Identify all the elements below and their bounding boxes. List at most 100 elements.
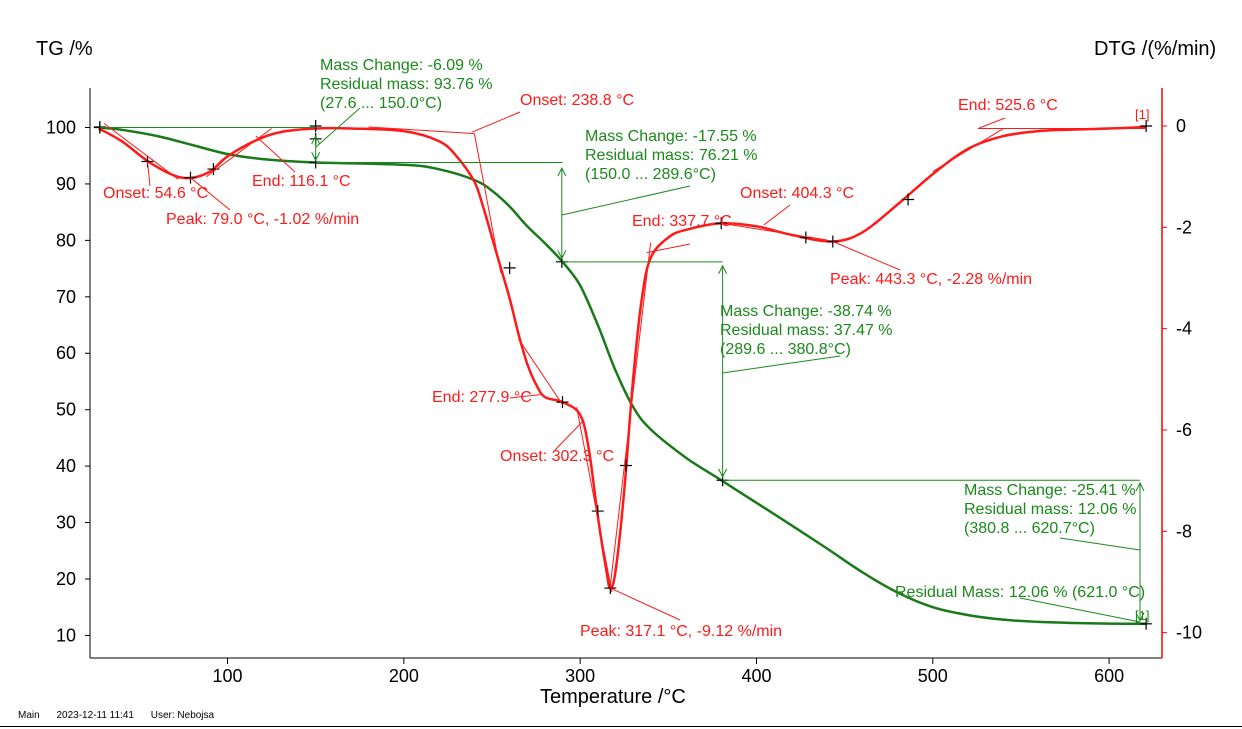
- dtg-peak-1: Peak: 79.0 °C, -1.02 %/min: [166, 211, 359, 228]
- tg-step-arrow-head-top: [557, 167, 567, 177]
- curves-group: [98, 125, 1147, 626]
- y-axis-left-label: TG /%: [36, 38, 93, 60]
- dtg-tangent: [368, 126, 475, 135]
- tg-curve: [98, 126, 1147, 626]
- x-tick-label: 100: [213, 666, 243, 686]
- tg-residual-leader: [1019, 597, 1141, 623]
- tg-mass-change-2: (150.0 ... 289.6°C): [585, 166, 716, 183]
- dtg-leader: [554, 419, 585, 451]
- dtg-onset-1: Onset: 54.6 °C: [103, 185, 208, 202]
- tg-mass-change-1: (27.6 ... 150.0°C): [320, 95, 442, 112]
- tg-point-marker: [1140, 617, 1153, 630]
- dtg-end-3: End: 337.7 °C: [632, 213, 732, 230]
- tg-step-arrow-head-top: [718, 264, 728, 274]
- markers-group: [93, 120, 1153, 630]
- tg-mass-change-2: Residual mass: 76.21 %: [585, 147, 758, 164]
- dtg-point-marker: [620, 459, 632, 472]
- dtg-tangent: [609, 242, 652, 588]
- tg-mass-change-1: Mass Change: -6.09 %: [320, 57, 483, 74]
- dtg-curve: [98, 125, 1147, 590]
- dtg-leader: [763, 204, 791, 226]
- dtg-tangent: [206, 128, 272, 178]
- tg-mass-change-1: Residual mass: 93.76 %: [320, 76, 493, 93]
- dtg-point-marker: [556, 396, 569, 409]
- y-left-tick-label: 20: [56, 569, 76, 589]
- x-tick-label: 500: [918, 666, 948, 686]
- y-left-tick-label: 70: [56, 287, 76, 307]
- tg-step-leader: [561, 185, 691, 216]
- dtg-tangent: [473, 133, 502, 274]
- dtg-onset-2: Onset: 238.8 °C: [520, 92, 634, 109]
- tg-mass-change-3: Residual mass: 37.47 %: [720, 322, 893, 339]
- dtg-tangent: [103, 123, 179, 180]
- tg-mass-change-3: (289.6 ... 380.8°C): [720, 341, 851, 358]
- tg-curve-tag: [1]: [1135, 608, 1149, 623]
- tg-step-leader: [1059, 537, 1141, 551]
- x-tick-label: 600: [1094, 666, 1124, 686]
- dtg-leader: [255, 135, 296, 173]
- dtg-end-2: End: 277.9 °C: [432, 389, 532, 406]
- x-axis-label: Temperature /°C: [540, 686, 686, 708]
- footer-divider: [0, 726, 1242, 727]
- dtg-leader: [610, 587, 681, 621]
- y-right-tick-label: -10: [1176, 623, 1202, 643]
- y-left-tick-label: 10: [56, 625, 76, 645]
- dtg-leader: [190, 177, 231, 211]
- tg-residual-mass: Residual Mass: 12.06 % (621.0 °C): [895, 584, 1145, 601]
- y-left-tick-label: 30: [56, 513, 76, 533]
- dtg-tangent: [932, 128, 1004, 173]
- tg-step-arrow-head-bottom: [718, 468, 728, 478]
- y-right-tick-label: -6: [1176, 420, 1192, 440]
- dtg-onset-3: Onset: 302.3 °C: [500, 448, 614, 465]
- footer-main: Main: [18, 710, 40, 721]
- tg-step-arrow-head-bottom: [557, 250, 567, 260]
- dtg-onset-4: Onset: 404.3 °C: [740, 185, 854, 202]
- dtg-tangent: [721, 222, 828, 241]
- dtg-leader: [472, 111, 521, 133]
- dtg-point-marker: [1140, 120, 1153, 132]
- dtg-leader: [646, 243, 691, 254]
- dtg-leader: [509, 394, 542, 399]
- tg-mass-change-3: Mass Change: -38.74 %: [720, 303, 892, 320]
- dtg-leader: [146, 161, 151, 187]
- dtg-curve-tag: [1]: [1135, 107, 1149, 122]
- x-tick-label: 400: [741, 666, 771, 686]
- tg-mass-change-4: Residual mass: 12.06 %: [964, 501, 1137, 518]
- dtg-point-marker: [826, 235, 839, 248]
- dtg-point-marker: [309, 120, 322, 132]
- y-left-tick-label: 80: [56, 230, 76, 250]
- dtg-point-marker: [902, 193, 915, 206]
- dtg-tangent: [576, 407, 613, 593]
- y-right-tick-label: -2: [1176, 217, 1192, 237]
- y-right-tick-label: -8: [1176, 521, 1192, 541]
- dtg-point-marker: [591, 505, 604, 518]
- y-left-tick-label: 40: [56, 456, 76, 476]
- y-left-tick-label: 50: [56, 400, 76, 420]
- y-left-tick-label: 60: [56, 343, 76, 363]
- y-right-tick-label: 0: [1176, 116, 1186, 136]
- tg-mass-change-4: (380.8 ... 620.7°C): [964, 520, 1095, 537]
- annotations-group: Mass Change: -6.09 % Residual mass: 93.76…: [99, 57, 1149, 640]
- y-axis-right-label: DTG /(%/min): [1094, 38, 1217, 60]
- footer-datetime: 2023-12-11 11:41: [56, 710, 134, 721]
- x-tick-label: 200: [389, 666, 419, 686]
- y-left-tick-label: 90: [56, 174, 76, 194]
- tg-step-arrow-head-top: [311, 134, 321, 145]
- x-tick-label: 300: [565, 666, 595, 686]
- y-left-tick-label: 100: [46, 118, 76, 138]
- tg-mass-change-2: Mass Change: -17.55 %: [585, 128, 757, 145]
- dtg-leader: [832, 241, 901, 271]
- y-right-tick-label: -4: [1176, 319, 1192, 339]
- footer: Main 2023-12-11 11:41 User: Nebojsa: [18, 710, 228, 721]
- tg-step-arrow-head-bottom: [1135, 612, 1145, 622]
- axes-group: 100 200 300 400 500 600 10 20 30 40 50 60 70 80 90 100 0…: [46, 88, 1202, 686]
- dtg-end-1: End: 116.1 °C: [252, 173, 351, 190]
- tg-step-arrow-head-top: [1135, 481, 1145, 492]
- dtg-peak-2: Peak: 317.1 °C, -9.12 %/min: [580, 623, 782, 640]
- tg-step-arrow-head-bottom: [311, 152, 321, 162]
- dtg-peak-3: Peak: 443.3 °C, -2.28 %/min: [830, 271, 1032, 288]
- dtg-point-marker: [503, 261, 516, 274]
- dtg-end-4: End: 525.6 °C: [958, 97, 1058, 114]
- dtg-tangent: [518, 338, 563, 405]
